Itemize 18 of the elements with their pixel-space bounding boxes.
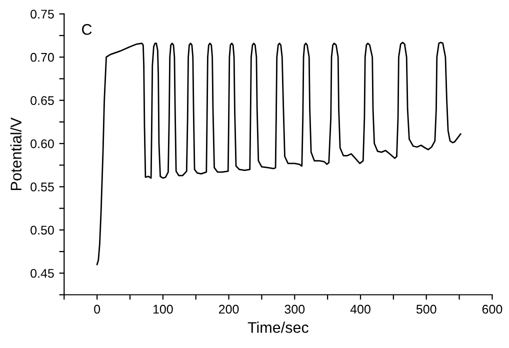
annotation: C bbox=[82, 24, 92, 35]
y-tick-label: 0.70 bbox=[30, 52, 54, 62]
y-tick-label: 0.65 bbox=[30, 96, 54, 105]
line-series bbox=[96, 42, 462, 266]
y-tick-label: 0.75 bbox=[30, 10, 54, 19]
x-tick-label: 100 bbox=[153, 304, 173, 314]
y-tick-label: 0.60 bbox=[30, 139, 54, 148]
x-tick-label: 0 bbox=[94, 304, 100, 314]
y-axis-title: Potential/V bbox=[10, 117, 22, 190]
x-tick-label: 600 bbox=[482, 304, 502, 314]
x-axis-title: Time/sec bbox=[248, 322, 308, 333]
y-tick-label: 0.45 bbox=[30, 268, 54, 278]
x-tick-label: 300 bbox=[284, 304, 305, 314]
x-tick-label: 200 bbox=[218, 304, 239, 314]
x-tick-label: 500 bbox=[416, 304, 436, 314]
y-tick-label: 0.50 bbox=[30, 226, 54, 235]
x-tick-label: 400 bbox=[350, 304, 370, 314]
y-tick-label: 0.55 bbox=[30, 182, 54, 192]
